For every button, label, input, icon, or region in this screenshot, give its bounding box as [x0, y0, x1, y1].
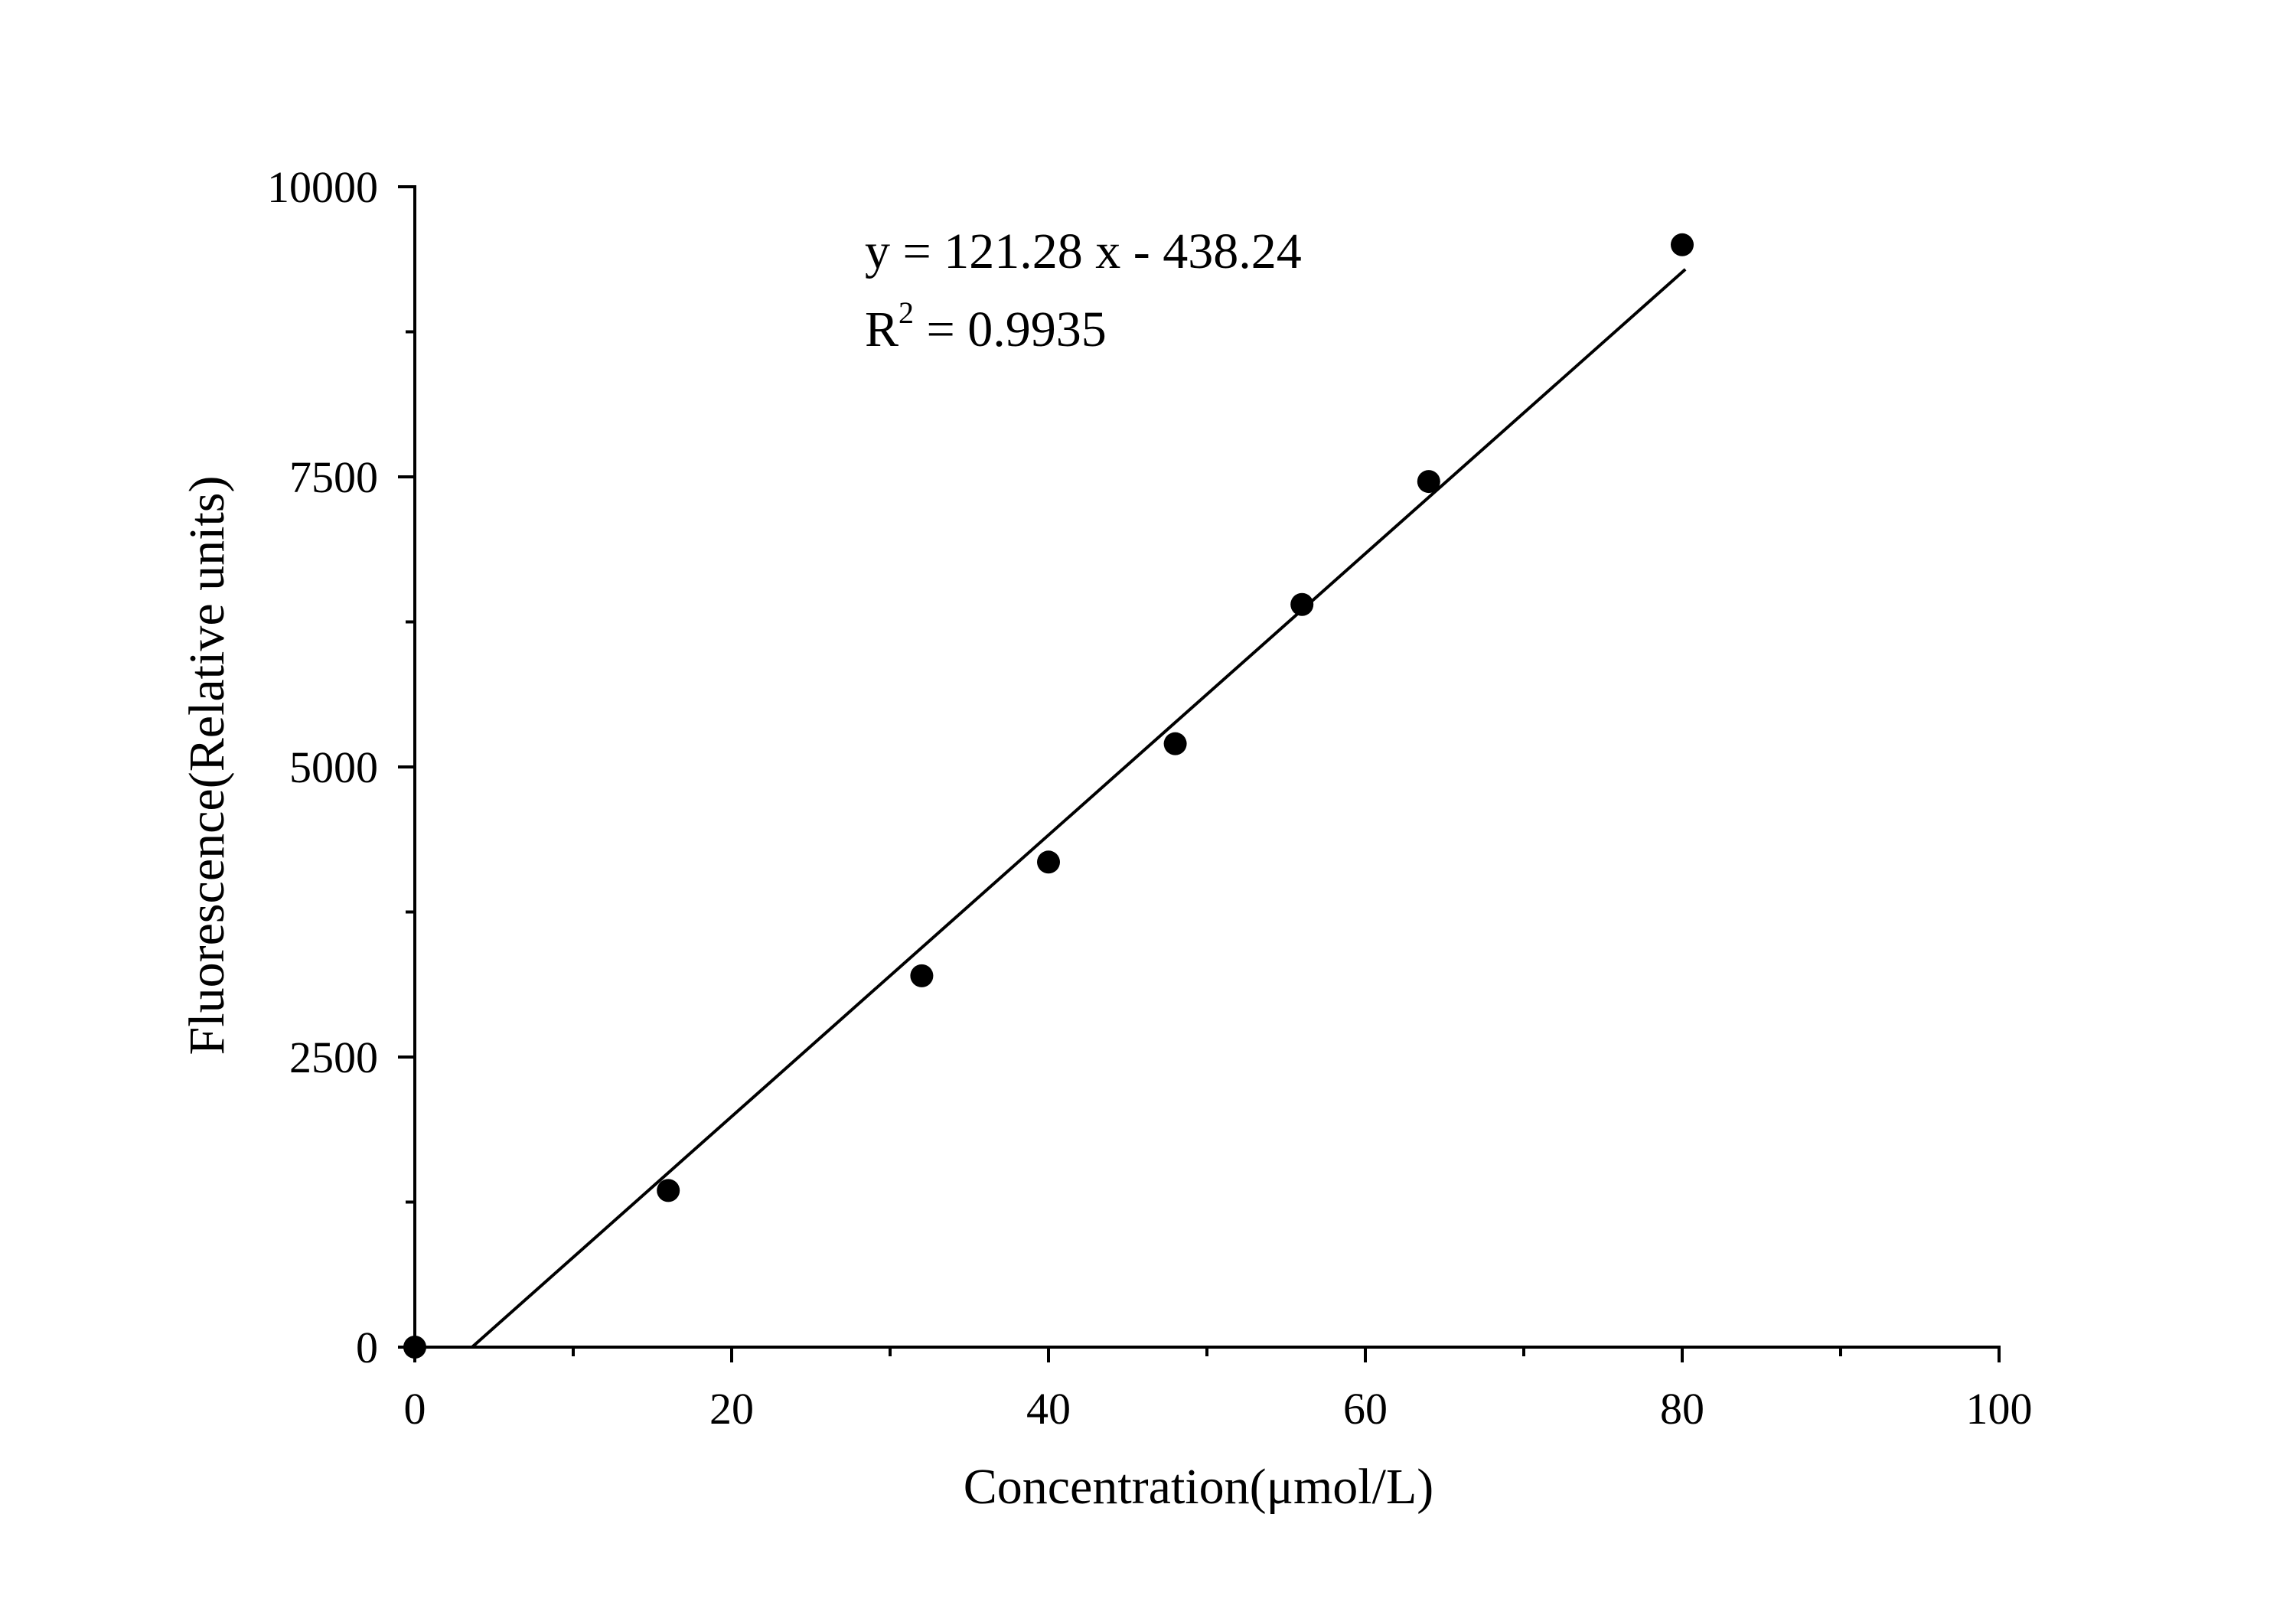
- tick-labels: 0 20 40 60 80 100 0 2500 5000 7500 10000: [267, 162, 2033, 1434]
- fit-line-group: [471, 268, 1687, 1349]
- data-point: [1417, 470, 1440, 494]
- x-tick-label: 60: [1343, 1384, 1388, 1434]
- x-tick-label: 40: [1026, 1384, 1071, 1434]
- y-axis-title: Fluorescence(Relative units): [179, 476, 235, 1055]
- x-tick-label: 0: [404, 1384, 426, 1434]
- y-tick-label: 7500: [289, 452, 378, 502]
- data-point: [403, 1336, 426, 1359]
- axes: [413, 185, 2001, 1349]
- data-point: [1671, 233, 1694, 256]
- data-point: [657, 1179, 680, 1202]
- fit-equation: y = 121.28 x - 438.24: [865, 223, 1302, 279]
- r-squared-annotation: R2 = 0.9935: [865, 295, 1107, 357]
- r-squared-superscript: 2: [899, 295, 914, 330]
- r-squared-value: = 0.9935: [914, 302, 1107, 357]
- y-tick-label: 10000: [267, 162, 378, 212]
- y-tick-label: 2500: [289, 1033, 378, 1082]
- x-tick-label: 100: [1966, 1384, 2033, 1434]
- ticks: [398, 185, 2001, 1362]
- fit-line: [471, 268, 1687, 1349]
- r-squared-base: R: [865, 302, 899, 357]
- y-tick-label: 5000: [289, 742, 378, 792]
- x-tick-label: 80: [1660, 1384, 1704, 1434]
- data-point: [910, 964, 934, 987]
- data-point: [1163, 732, 1187, 755]
- data-point: [1037, 850, 1060, 874]
- data-point: [1290, 592, 1314, 616]
- y-tick-label: 0: [356, 1323, 378, 1372]
- data-points: [403, 233, 1694, 1359]
- x-tick-label: 20: [709, 1384, 754, 1434]
- x-axis-title: Concentration(μmol/L): [964, 1459, 1434, 1515]
